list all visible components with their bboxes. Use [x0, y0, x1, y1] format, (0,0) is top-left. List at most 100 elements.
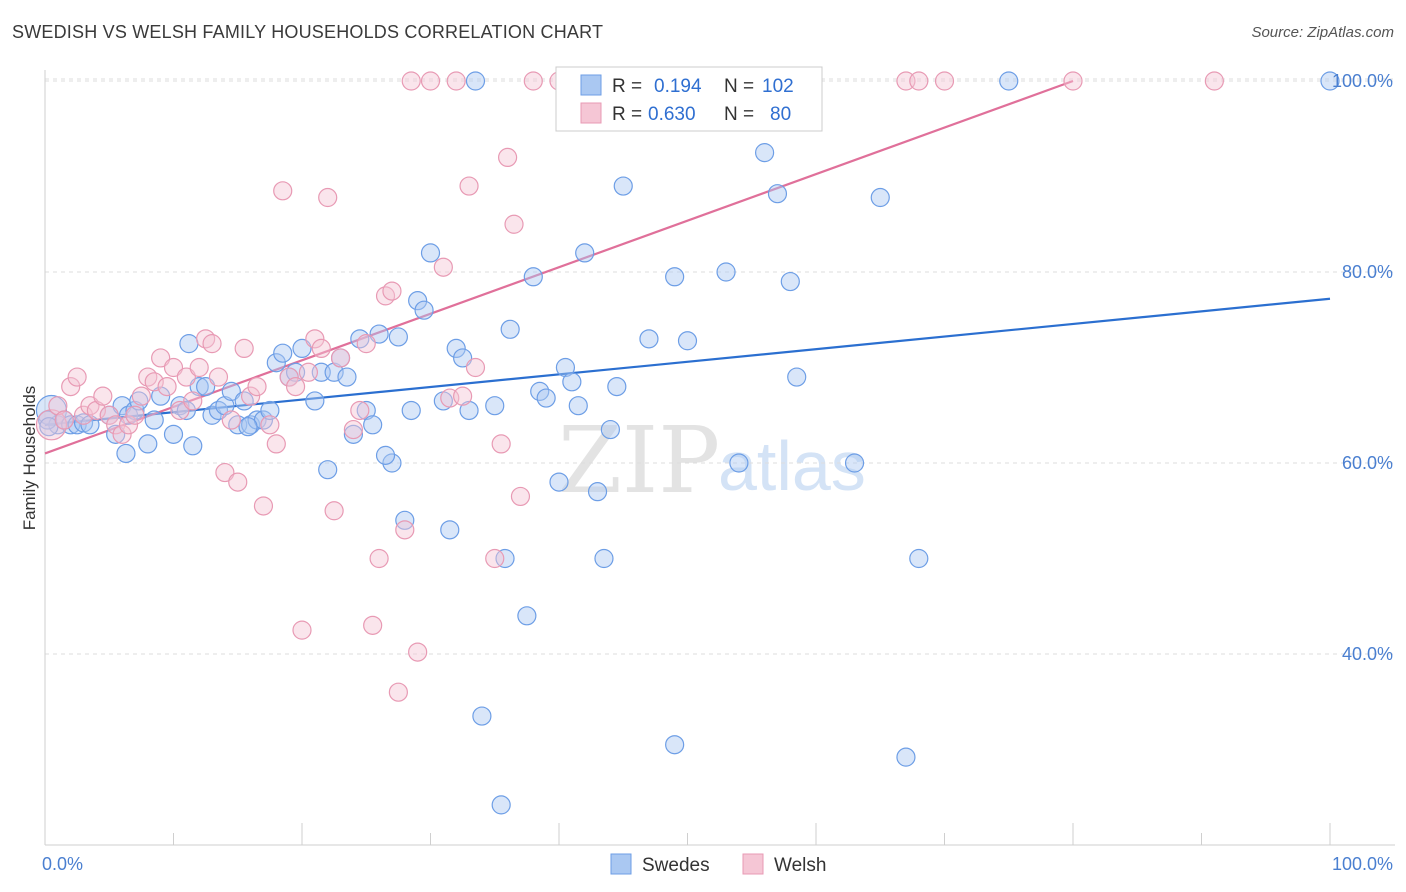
point-welsh: [356, 334, 376, 354]
point-welsh: [1063, 71, 1083, 91]
point-swedes: [729, 453, 749, 473]
point-welsh: [401, 71, 421, 91]
point-swedes: [324, 362, 344, 382]
point-welsh: [131, 386, 151, 406]
point-swedes: [896, 747, 916, 767]
point-swedes: [420, 243, 441, 263]
y-tick-labels: 40.0% 60.0% 80.0% 100.0%: [1332, 71, 1393, 664]
bottom-legend-label-swedes: Swedes: [642, 855, 710, 876]
point-swedes: [665, 267, 685, 287]
point-welsh: [202, 334, 222, 354]
point-welsh: [266, 434, 286, 454]
trend-line-swedes: [44, 297, 1331, 426]
point-welsh: [35, 409, 68, 441]
point-welsh: [163, 357, 184, 378]
point-swedes: [575, 243, 595, 263]
point-welsh: [408, 642, 428, 662]
point-welsh: [234, 338, 254, 358]
point-welsh: [1204, 71, 1224, 91]
point-swedes: [536, 388, 556, 408]
point-swedes: [472, 706, 492, 726]
legend-n-value-welsh: 80: [770, 104, 791, 125]
point-swedes: [453, 348, 473, 368]
point-welsh: [292, 620, 312, 640]
point-welsh: [93, 386, 113, 406]
point-welsh: [305, 329, 325, 349]
legend-r-value-swedes: 0.194: [654, 76, 702, 97]
point-swedes: [1320, 71, 1340, 91]
point-welsh: [67, 367, 87, 387]
point-welsh: [909, 71, 929, 91]
point-swedes: [767, 184, 788, 204]
point-welsh: [382, 281, 402, 301]
point-swedes: [587, 482, 608, 502]
point-welsh: [510, 486, 531, 507]
gridlines: [45, 78, 1395, 655]
point-swedes: [523, 267, 543, 287]
point-welsh: [395, 520, 415, 540]
legend-r-value-welsh: 0.630: [648, 104, 696, 125]
x-tick-label-min: 0.0%: [42, 854, 83, 874]
y-tick-label: 60.0%: [1342, 453, 1393, 473]
point-welsh: [260, 415, 280, 435]
correlation-legend: R = 0.194 N = 102 R = 0.630 N = 80: [555, 66, 823, 132]
point-welsh: [118, 415, 139, 435]
point-swedes: [594, 548, 614, 569]
point-swedes: [116, 443, 136, 464]
point-welsh: [144, 372, 164, 392]
point-welsh: [485, 548, 505, 569]
point-swedes: [221, 381, 241, 401]
point-welsh: [247, 377, 267, 397]
point-swedes: [163, 424, 184, 444]
point-swedes: [401, 400, 421, 421]
point-welsh: [350, 400, 370, 421]
point-swedes: [408, 291, 428, 311]
point-welsh: [363, 615, 383, 635]
point-swedes: [363, 415, 383, 435]
point-swedes: [196, 377, 216, 397]
point-welsh: [285, 377, 306, 397]
legend-n-value-swedes: 102: [762, 76, 794, 97]
point-welsh: [273, 181, 293, 201]
point-swedes: [639, 329, 659, 349]
point-swedes: [183, 436, 203, 456]
chart-source: Source: ZipAtlas.com: [1251, 24, 1394, 41]
point-swedes: [37, 410, 58, 430]
point-welsh: [459, 176, 479, 196]
trend-line-welsh: [44, 79, 1074, 455]
point-swedes: [125, 400, 145, 421]
point-swedes: [382, 453, 402, 473]
point-swedes: [179, 334, 199, 354]
point-welsh: [48, 396, 68, 416]
point-swedes: [356, 400, 376, 421]
x-tick-label-max: 100.0%: [1332, 854, 1393, 874]
legend-r-label-swedes: R =: [612, 76, 642, 97]
point-swedes: [754, 143, 775, 163]
point-welsh: [311, 338, 331, 358]
point-swedes: [266, 353, 286, 373]
point-swedes: [369, 324, 389, 344]
point-swedes: [176, 400, 196, 421]
point-swedes: [999, 71, 1019, 91]
point-welsh: [61, 377, 81, 397]
point-welsh: [86, 400, 107, 421]
point-welsh: [453, 386, 473, 406]
point-swedes: [787, 367, 807, 387]
point-swedes: [500, 319, 520, 339]
point-swedes: [716, 262, 736, 282]
point-swedes: [485, 396, 505, 416]
point-swedes: [446, 338, 466, 358]
point-welsh: [446, 71, 466, 91]
point-swedes: [555, 357, 576, 378]
point-welsh: [151, 348, 171, 368]
point-welsh: [170, 400, 190, 421]
point-swedes: [562, 372, 582, 392]
point-welsh: [279, 367, 299, 387]
point-swedes: [495, 548, 515, 569]
point-swedes: [375, 445, 396, 465]
point-welsh: [498, 147, 518, 167]
axes: [44, 70, 1395, 846]
point-swedes: [189, 377, 209, 397]
point-swedes: [318, 460, 338, 480]
legend-n-label-welsh: N =: [724, 104, 754, 125]
